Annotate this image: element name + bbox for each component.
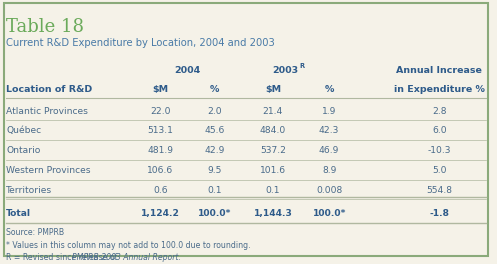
Text: 2004: 2004: [174, 67, 200, 76]
Text: Total: Total: [6, 209, 31, 218]
Text: 8.9: 8.9: [322, 166, 336, 175]
Text: 2.0: 2.0: [207, 107, 222, 116]
Text: 100.0*: 100.0*: [313, 209, 346, 218]
Text: 0.1: 0.1: [266, 186, 280, 195]
Text: 537.2: 537.2: [260, 146, 286, 155]
Text: 42.3: 42.3: [319, 126, 339, 135]
Text: 21.4: 21.4: [263, 107, 283, 116]
Text: 0.008: 0.008: [316, 186, 342, 195]
Text: 0.1: 0.1: [207, 186, 222, 195]
Text: 1,144.3: 1,144.3: [253, 209, 292, 218]
Text: Ontario: Ontario: [6, 146, 41, 155]
Text: Current R&D Expenditure by Location, 2004 and 2003: Current R&D Expenditure by Location, 200…: [6, 38, 275, 48]
Text: R: R: [300, 63, 305, 69]
Text: 106.6: 106.6: [147, 166, 173, 175]
Text: 22.0: 22.0: [150, 107, 170, 116]
Text: 45.6: 45.6: [204, 126, 224, 135]
Text: 513.1: 513.1: [148, 126, 173, 135]
Text: $M: $M: [152, 85, 168, 94]
Text: 101.6: 101.6: [260, 166, 286, 175]
Text: 481.9: 481.9: [148, 146, 173, 155]
Text: Table 18: Table 18: [6, 18, 84, 36]
Text: Source: PMPRB: Source: PMPRB: [6, 228, 65, 237]
Text: -1.8: -1.8: [429, 209, 449, 218]
Text: PMPRB 2003 Annual Report.: PMPRB 2003 Annual Report.: [72, 253, 181, 262]
Text: Québec: Québec: [6, 126, 41, 135]
Text: %: %: [210, 85, 219, 94]
Text: 1.9: 1.9: [322, 107, 336, 116]
Text: 1,124.2: 1,124.2: [141, 209, 180, 218]
Text: 554.8: 554.8: [426, 186, 452, 195]
Text: 2.8: 2.8: [432, 107, 446, 116]
Text: * Values in this column may not add to 100.0 due to rounding.: * Values in this column may not add to 1…: [6, 241, 251, 250]
Text: R = Revised since release of: R = Revised since release of: [6, 253, 120, 262]
Text: 5.0: 5.0: [432, 166, 446, 175]
Text: 2003: 2003: [272, 67, 299, 76]
Text: Annual Increase: Annual Increase: [396, 67, 482, 76]
Text: Western Provinces: Western Provinces: [6, 166, 91, 175]
Text: 0.6: 0.6: [153, 186, 167, 195]
Text: $M: $M: [265, 85, 281, 94]
Text: 9.5: 9.5: [207, 166, 221, 175]
Text: Location of R&D: Location of R&D: [6, 85, 92, 94]
Text: 42.9: 42.9: [204, 146, 224, 155]
Text: %: %: [325, 85, 334, 94]
Text: Atlantic Provinces: Atlantic Provinces: [6, 107, 88, 116]
Text: Territories: Territories: [6, 186, 52, 195]
Text: 484.0: 484.0: [260, 126, 286, 135]
Text: 6.0: 6.0: [432, 126, 447, 135]
Text: 100.0*: 100.0*: [197, 209, 231, 218]
Text: in Expenditure %: in Expenditure %: [394, 85, 485, 94]
Text: 46.9: 46.9: [319, 146, 339, 155]
Text: -10.3: -10.3: [427, 146, 451, 155]
